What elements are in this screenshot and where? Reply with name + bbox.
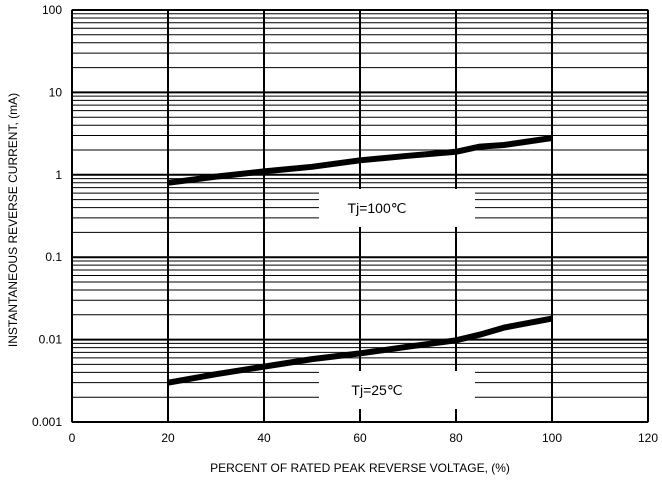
y-tick-label: 100	[42, 3, 62, 17]
annotation-box	[319, 189, 475, 227]
y-tick-label: 0.1	[45, 250, 62, 264]
y-tick-labels: 0.001 0.01 0.1 1 10 100	[32, 3, 62, 429]
x-axis-label: PERCENT OF RATED PEAK REVERSE VOLTAGE, (…	[210, 461, 510, 475]
x-tick-label: 100	[542, 431, 562, 445]
plot-area-frame	[71, 9, 649, 423]
y-tick-label: 0.001	[32, 415, 62, 429]
annotation-label: Tj=100℃	[348, 200, 407, 216]
x-tick-label: 20	[161, 431, 175, 445]
series-line-0	[167, 135, 553, 186]
x-tick-labels: 0 20 40 60 80 100 120	[69, 431, 659, 445]
y-axis-label: INSTANTANEOUS REVERSE CURRENT, (mA)	[6, 93, 20, 347]
x-tick-label: 60	[353, 431, 367, 445]
x-tick-label: 80	[449, 431, 463, 445]
annotation-box	[319, 371, 475, 409]
y-tick-label: 0.01	[39, 333, 63, 347]
series-layer	[167, 135, 553, 386]
y-tick-label: 1	[55, 168, 62, 182]
series-line-1	[167, 315, 553, 386]
x-tick-label: 0	[69, 431, 76, 445]
y-tick-label: 10	[49, 85, 63, 99]
annotation-layer: Tj=100℃ Tj=25℃	[319, 189, 475, 409]
x-tick-label: 120	[638, 431, 658, 445]
annotation-label: Tj=25℃	[351, 382, 402, 398]
x-tick-label: 40	[257, 431, 271, 445]
